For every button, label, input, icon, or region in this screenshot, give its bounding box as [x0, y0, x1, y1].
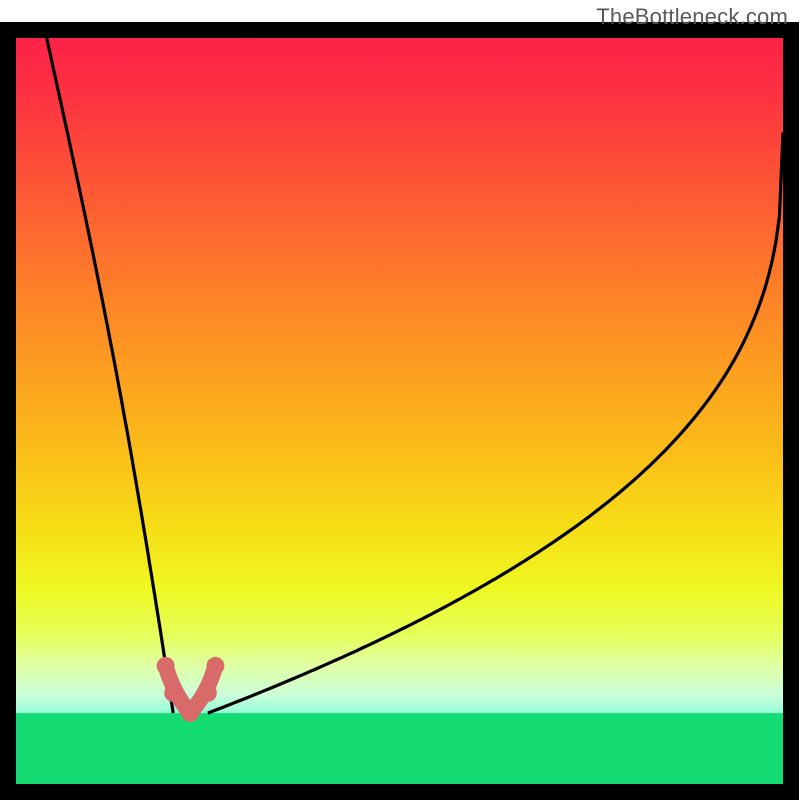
plot-area	[16, 38, 783, 784]
u-marker-dot	[157, 657, 175, 675]
green-baseline-strip	[16, 713, 783, 784]
u-marker-dot	[206, 657, 224, 675]
gradient-background	[16, 38, 783, 784]
u-marker-dot	[164, 684, 182, 702]
bottleneck-chart	[0, 0, 800, 800]
u-marker-dot	[181, 704, 199, 722]
u-marker-dot	[199, 684, 217, 702]
root: TheBottleneck.com	[0, 0, 800, 800]
attribution-text: TheBottleneck.com	[596, 4, 788, 30]
